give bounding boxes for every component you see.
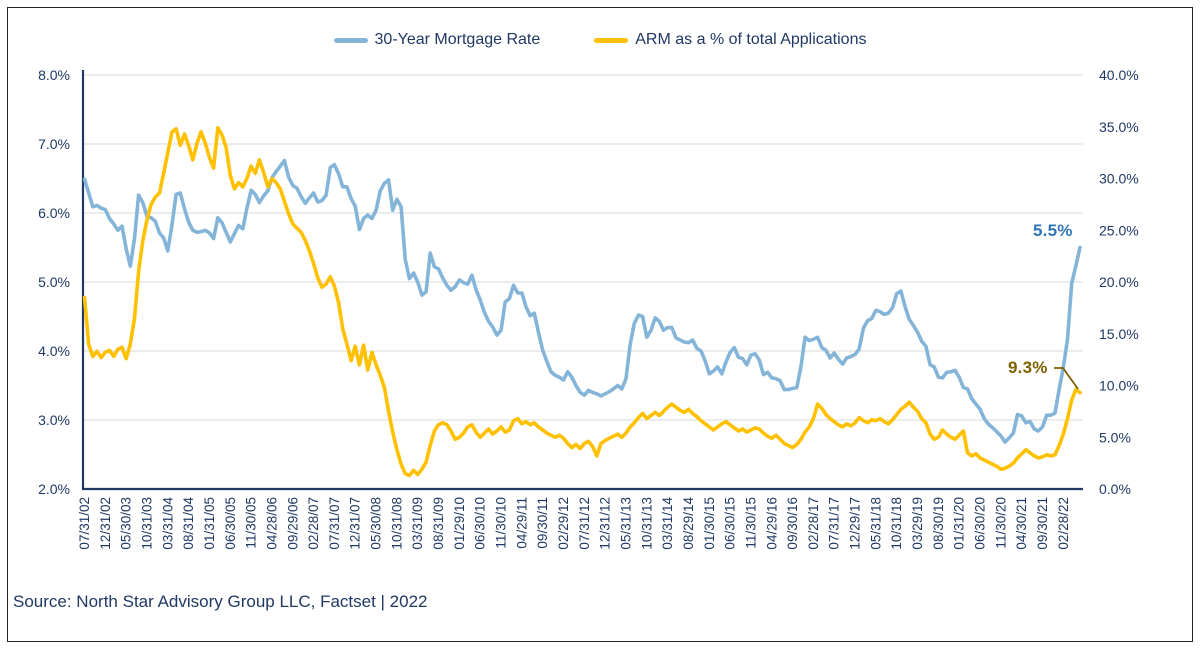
x-axis-tick-label: 02/28/07 (306, 497, 321, 550)
x-axis-tick-label: 12/31/07 (348, 497, 363, 550)
right-axis-tick-label: 15.0% (1099, 326, 1139, 342)
x-axis-tick-label: 06/30/10 (473, 497, 488, 550)
x-axis-tick-label: 08/30/19 (931, 497, 946, 550)
x-axis-tick-label: 09/30/11 (535, 497, 550, 549)
chart-legend: 30-Year Mortgage Rate ARM as a % of tota… (0, 31, 1200, 49)
x-axis-tick-label: 08/31/04 (181, 497, 196, 550)
mortgage-end-value-annotation: 5.5% (1033, 221, 1073, 240)
x-axis-tick-label: 04/30/21 (1014, 497, 1029, 550)
right-axis-tick-label: 0.0% (1099, 481, 1131, 497)
legend-item-arm-share: ARM as a % of total Applications (594, 31, 866, 49)
x-axis-tick-label: 06/30/15 (723, 497, 738, 550)
x-axis-tick-label: 07/31/02 (77, 497, 92, 550)
left-axis-tick-label: 4.0% (38, 343, 70, 359)
arm-share-line (82, 126, 1082, 478)
source-note: Source: North Star Advisory Group LLC, F… (13, 592, 428, 611)
legend-label-arm-share: ARM as a % of total Applications (635, 31, 867, 48)
x-axis-tick-label: 08/29/14 (681, 497, 696, 550)
x-axis-tick-label: 04/29/11 (514, 497, 529, 549)
x-axis-tick-label: 02/28/17 (806, 497, 821, 550)
x-axis-tick-label: 11/30/15 (743, 497, 758, 549)
x-axis-tick-label: 06/30/20 (973, 497, 988, 550)
arm-annotation-callout-line (1054, 367, 1079, 390)
right-axis-tick-label: 40.0% (1099, 67, 1139, 83)
x-axis-tick-label: 01/30/15 (702, 497, 717, 550)
x-axis-tick-label: 01/29/10 (452, 497, 467, 550)
x-axis-tick-label: 07/31/12 (577, 497, 592, 550)
x-axis-tick-label: 03/31/09 (410, 497, 425, 550)
left-axis-tick-label: 8.0% (38, 67, 70, 83)
x-axis-tick-label: 11/30/10 (494, 497, 509, 549)
x-axis-tick-label: 09/30/16 (785, 497, 800, 550)
left-axis-tick-label: 7.0% (38, 136, 70, 152)
x-axis-tick-label: 11/30/20 (993, 497, 1008, 549)
x-axis-tick-label: 05/30/08 (369, 497, 384, 550)
x-axis-tick-label: 10/31/18 (889, 497, 904, 550)
x-axis-tick-label: 10/31/03 (139, 497, 154, 550)
right-axis-tick-label: 5.0% (1099, 429, 1131, 445)
x-axis-tick-label: 09/30/21 (1035, 497, 1050, 550)
x-axis-tick-label: 04/29/16 (764, 497, 779, 550)
x-axis-tick-label: 03/31/14 (660, 497, 675, 550)
x-axis-tick-label: 05/31/13 (618, 497, 633, 550)
x-axis-tick-label: 09/29/06 (285, 497, 300, 550)
left-axis-tick-label: 2.0% (38, 481, 70, 497)
x-axis-tick-label: 05/30/03 (119, 497, 134, 550)
x-axis-tick-label: 12/29/17 (848, 497, 863, 550)
x-axis-tick-label: 03/29/19 (910, 497, 925, 550)
x-axis-tick-label: 12/31/12 (598, 497, 613, 550)
x-axis-tick-label: 07/31/17 (827, 497, 842, 550)
right-axis-tick-label: 25.0% (1099, 222, 1139, 238)
left-axis-tick-label: 5.0% (38, 274, 70, 290)
right-axis-tick-label: 10.0% (1099, 378, 1139, 394)
arm-share-line-swatch (594, 37, 629, 43)
x-axis-tick-label: 01/31/05 (202, 497, 217, 550)
x-axis-tick-label: 11/30/05 (244, 497, 259, 549)
x-axis-tick-label: 01/31/20 (952, 497, 967, 550)
arm-end-value-annotation: 9.3% (1008, 358, 1048, 377)
x-axis-tick-label: 02/29/12 (556, 497, 571, 550)
x-axis-tick-label: 07/31/07 (327, 497, 342, 550)
x-axis-tick-label: 05/31/18 (868, 497, 883, 550)
mortgage-rate-line (82, 158, 1082, 444)
x-axis-tick-label: 02/28/22 (1056, 497, 1071, 550)
left-axis-tick-label: 6.0% (38, 205, 70, 221)
right-axis-tick-label: 20.0% (1099, 274, 1139, 290)
mortgage-rate-line-swatch (333, 37, 368, 43)
right-axis-tick-label: 30.0% (1099, 171, 1139, 187)
x-axis-tick-label: 04/28/06 (264, 497, 279, 550)
left-axis-tick-label: 3.0% (38, 412, 70, 428)
legend-item-mortgage-rate: 30-Year Mortgage Rate (333, 31, 541, 49)
x-axis-tick-label: 10/31/08 (389, 497, 404, 550)
x-axis-tick-label: 03/31/04 (160, 497, 175, 550)
x-axis-tick-label: 08/31/09 (431, 497, 446, 550)
legend-label-mortgage-rate: 30-Year Mortgage Rate (374, 31, 541, 48)
x-axis-tick-label: 10/31/13 (639, 497, 654, 550)
right-axis-tick-label: 35.0% (1099, 119, 1139, 135)
x-axis-tick-label: 12/31/02 (98, 497, 113, 550)
x-axis-tick-label: 06/30/05 (223, 497, 238, 550)
